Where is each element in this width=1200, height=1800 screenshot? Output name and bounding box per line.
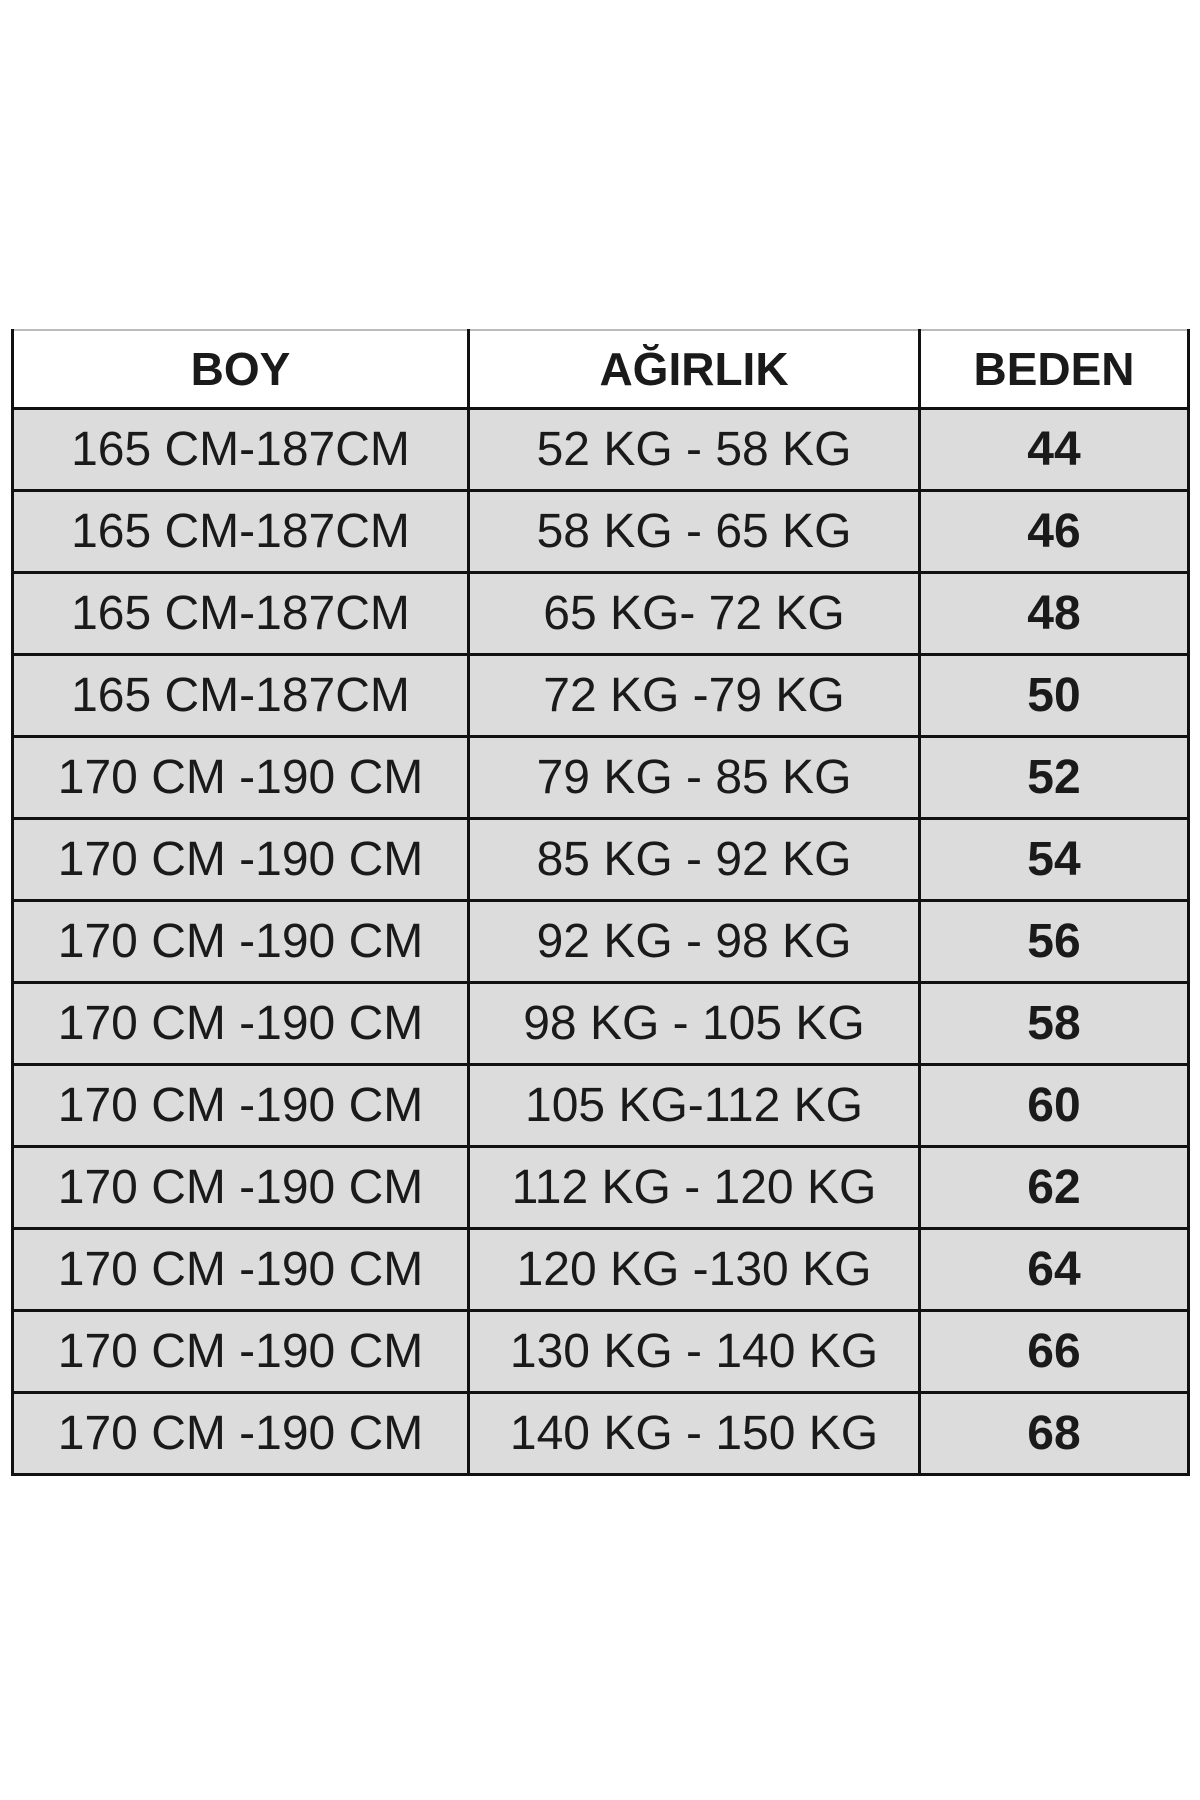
size-cell: 50 xyxy=(918,653,1190,738)
table-row: 165 CM-187CM 72 KG -79 KG 50 xyxy=(11,653,1190,738)
size-cell: 52 xyxy=(918,735,1190,820)
table-row: 170 CM -190 CM 92 KG - 98 KG 56 xyxy=(11,899,1190,984)
size-cell: 56 xyxy=(918,899,1190,984)
size-cell: 48 xyxy=(918,571,1190,656)
weight-cell: 52 KG - 58 KG xyxy=(467,407,921,492)
height-cell: 170 CM -190 CM xyxy=(11,1391,470,1476)
size-cell: 60 xyxy=(918,1063,1190,1148)
header-boy: BOY xyxy=(11,329,470,410)
table-row: 170 CM -190 CM 79 KG - 85 KG 52 xyxy=(11,735,1190,820)
height-cell: 165 CM-187CM xyxy=(11,571,470,656)
size-chart-table: BOY AĞIRLIK BEDEN 165 CM-187CM 52 KG - 58… xyxy=(11,329,1190,1476)
weight-cell: 112 KG - 120 KG xyxy=(467,1145,921,1230)
height-cell: 170 CM -190 CM xyxy=(11,735,470,820)
height-cell: 170 CM -190 CM xyxy=(11,981,470,1066)
size-cell: 64 xyxy=(918,1227,1190,1312)
table-row: 165 CM-187CM 52 KG - 58 KG 44 xyxy=(11,407,1190,492)
weight-cell: 92 KG - 98 KG xyxy=(467,899,921,984)
table-row: 165 CM-187CM 65 KG- 72 KG 48 xyxy=(11,571,1190,656)
size-cell: 58 xyxy=(918,981,1190,1066)
weight-cell: 98 KG - 105 KG xyxy=(467,981,921,1066)
weight-cell: 120 KG -130 KG xyxy=(467,1227,921,1312)
height-cell: 170 CM -190 CM xyxy=(11,817,470,902)
size-cell: 46 xyxy=(918,489,1190,574)
height-cell: 170 CM -190 CM xyxy=(11,1227,470,1312)
table-row: 170 CM -190 CM 98 KG - 105 KG 58 xyxy=(11,981,1190,1066)
size-cell: 68 xyxy=(918,1391,1190,1476)
weight-cell: 65 KG- 72 KG xyxy=(467,571,921,656)
weight-cell: 72 KG -79 KG xyxy=(467,653,921,738)
size-cell: 62 xyxy=(918,1145,1190,1230)
table-row: 165 CM-187CM 58 KG - 65 KG 46 xyxy=(11,489,1190,574)
header-row: BOY AĞIRLIK BEDEN xyxy=(11,329,1190,410)
weight-cell: 130 KG - 140 KG xyxy=(467,1309,921,1394)
height-cell: 165 CM-187CM xyxy=(11,489,470,574)
height-cell: 170 CM -190 CM xyxy=(11,899,470,984)
weight-cell: 58 KG - 65 KG xyxy=(467,489,921,574)
size-cell: 66 xyxy=(918,1309,1190,1394)
table-row: 170 CM -190 CM 112 KG - 120 KG 62 xyxy=(11,1145,1190,1230)
height-cell: 170 CM -190 CM xyxy=(11,1063,470,1148)
size-cell: 44 xyxy=(918,407,1190,492)
size-cell: 54 xyxy=(918,817,1190,902)
table-row: 170 CM -190 CM 120 KG -130 KG 64 xyxy=(11,1227,1190,1312)
height-cell: 165 CM-187CM xyxy=(11,407,470,492)
height-cell: 170 CM -190 CM xyxy=(11,1309,470,1394)
header-agirlik: AĞIRLIK xyxy=(467,329,921,410)
height-cell: 165 CM-187CM xyxy=(11,653,470,738)
table-row: 170 CM -190 CM 105 KG-112 KG 60 xyxy=(11,1063,1190,1148)
table-row: 170 CM -190 CM 85 KG - 92 KG 54 xyxy=(11,817,1190,902)
weight-cell: 105 KG-112 KG xyxy=(467,1063,921,1148)
height-cell: 170 CM -190 CM xyxy=(11,1145,470,1230)
weight-cell: 85 KG - 92 KG xyxy=(467,817,921,902)
weight-cell: 140 KG - 150 KG xyxy=(467,1391,921,1476)
table-row: 170 CM -190 CM 130 KG - 140 KG 66 xyxy=(11,1309,1190,1394)
weight-cell: 79 KG - 85 KG xyxy=(467,735,921,820)
table-row: 170 CM -190 CM 140 KG - 150 KG 68 xyxy=(11,1391,1190,1476)
header-beden: BEDEN xyxy=(918,329,1190,410)
